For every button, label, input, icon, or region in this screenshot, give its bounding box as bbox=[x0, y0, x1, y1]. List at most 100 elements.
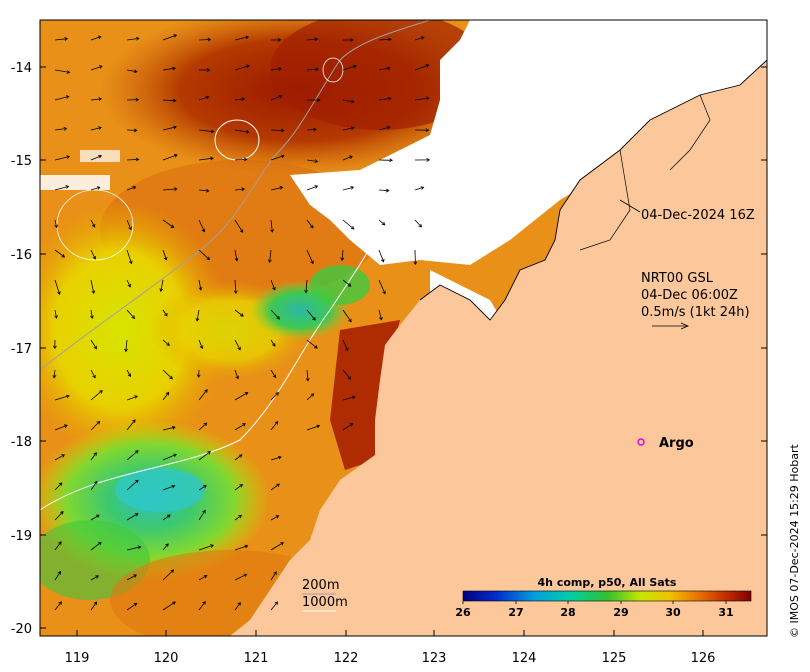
current-arrowhead bbox=[93, 452, 97, 456]
current-arrow bbox=[126, 159, 139, 161]
y-tick-label: -15 bbox=[11, 154, 32, 169]
current-arrow bbox=[162, 34, 177, 41]
current-arrow bbox=[53, 369, 56, 378]
current-arrowhead bbox=[128, 260, 133, 265]
current-arrowhead bbox=[174, 153, 178, 158]
current-arrow bbox=[162, 569, 174, 581]
current-arrowhead bbox=[65, 185, 70, 189]
current-arrow bbox=[198, 189, 209, 192]
current-arrowhead bbox=[317, 98, 321, 102]
current-arrow bbox=[234, 339, 241, 350]
current-arrow bbox=[234, 98, 245, 101]
current-arrow bbox=[54, 424, 68, 431]
current-arrow bbox=[162, 369, 173, 380]
current-arrow bbox=[162, 543, 169, 551]
current-arrowhead bbox=[128, 226, 132, 231]
current-arrowhead bbox=[135, 450, 139, 454]
current-arrow bbox=[341, 249, 344, 261]
current-arrow bbox=[54, 541, 62, 551]
colorbar-tick: 29 bbox=[613, 606, 628, 619]
current-arrowhead bbox=[281, 154, 285, 159]
current-arrowhead bbox=[95, 575, 100, 579]
current-arrowhead bbox=[165, 543, 169, 547]
current-arrowhead bbox=[312, 316, 316, 321]
current-arrowhead bbox=[418, 223, 422, 228]
current-arrowhead bbox=[379, 316, 383, 321]
current-arrow bbox=[414, 219, 422, 228]
current-arrowhead bbox=[349, 155, 353, 159]
x-tick-label: 121 bbox=[244, 651, 269, 666]
current-arrow bbox=[270, 155, 285, 161]
current-arrow bbox=[54, 454, 65, 461]
current-arrowhead bbox=[310, 393, 315, 397]
current-arrowhead bbox=[313, 127, 317, 132]
current-arrowhead bbox=[167, 514, 171, 518]
current-arrowhead bbox=[246, 64, 251, 69]
current-arrow bbox=[342, 99, 354, 103]
current-arrowhead bbox=[98, 126, 102, 130]
current-arrow bbox=[162, 188, 177, 191]
current-arrowhead bbox=[205, 188, 210, 193]
current-arrowhead bbox=[94, 480, 98, 485]
current-arrowhead bbox=[93, 345, 97, 350]
current-arrowhead bbox=[98, 541, 102, 546]
current-time-label: 04-Dec 06:00Z bbox=[641, 288, 738, 303]
current-arrow bbox=[90, 514, 100, 521]
current-arrowhead bbox=[347, 283, 352, 287]
current-arrow bbox=[162, 67, 176, 71]
current-arrowhead bbox=[135, 479, 139, 484]
current-arrow bbox=[126, 279, 131, 288]
current-arrow bbox=[54, 309, 57, 319]
current-arrow bbox=[306, 425, 320, 431]
current-arrowhead bbox=[58, 541, 62, 545]
current-vectors bbox=[52, 34, 430, 611]
current-arrowhead bbox=[425, 128, 430, 133]
current-arrowhead bbox=[52, 374, 57, 379]
current-arrowhead bbox=[93, 601, 98, 606]
current-arrowhead bbox=[237, 602, 241, 606]
current-arrowhead bbox=[314, 345, 318, 349]
current-arrowhead bbox=[340, 257, 345, 262]
current-arrow bbox=[90, 219, 96, 228]
current-arrowhead bbox=[207, 37, 212, 42]
current-arrowhead bbox=[96, 420, 101, 425]
current-arrow bbox=[270, 68, 282, 71]
current-arrow bbox=[378, 279, 386, 294]
current-arrowhead bbox=[206, 68, 211, 72]
current-arrowhead bbox=[244, 392, 249, 396]
current-arrow bbox=[54, 69, 70, 73]
current-arrowhead bbox=[272, 343, 276, 347]
current-arrow bbox=[162, 454, 177, 461]
current-arrow bbox=[270, 421, 279, 431]
current-arrow bbox=[126, 419, 136, 431]
current-arrowhead bbox=[239, 484, 244, 488]
current-arrow bbox=[126, 574, 137, 581]
current-arrowhead bbox=[272, 286, 276, 291]
current-arrowhead bbox=[314, 185, 319, 189]
x-tick-label: 123 bbox=[422, 651, 447, 666]
current-arrow bbox=[162, 514, 171, 521]
current-arrowhead bbox=[169, 375, 173, 380]
current-arrowhead bbox=[135, 97, 140, 102]
current-arrowhead bbox=[172, 601, 176, 605]
current-arrowhead bbox=[91, 223, 96, 228]
current-arrowhead bbox=[58, 601, 62, 605]
current-arrowhead bbox=[173, 98, 177, 103]
current-arrow bbox=[162, 392, 170, 401]
contour-200-label: 200m bbox=[302, 578, 339, 593]
current-arrow bbox=[126, 186, 136, 191]
current-arrowhead bbox=[267, 259, 272, 264]
current-arrow bbox=[342, 155, 353, 161]
current-arrowhead bbox=[278, 455, 282, 460]
current-arrow bbox=[234, 484, 243, 491]
current-arrowhead bbox=[210, 544, 214, 548]
current-arrowhead bbox=[99, 390, 103, 394]
current-arrow bbox=[306, 159, 318, 162]
current-arrow bbox=[198, 601, 206, 611]
current-arrow bbox=[162, 249, 167, 260]
current-arrow bbox=[378, 309, 382, 320]
current-arrowhead bbox=[237, 346, 241, 351]
current-arrowhead bbox=[279, 185, 284, 190]
y-axis-labels: -14 -15 -16 -17 -18 -19 -20 bbox=[11, 61, 32, 637]
current-arrowhead bbox=[413, 261, 418, 266]
